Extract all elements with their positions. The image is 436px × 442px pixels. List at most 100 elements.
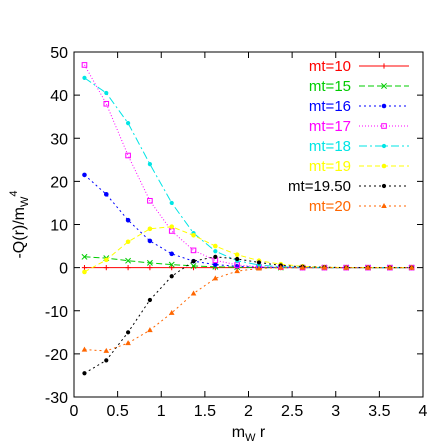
legend: mt=10 mt=15 mt=16 mt=17 mt=18 mt=19 mt=19.50 mt…	[288, 58, 409, 215]
legend-item: mt=16	[309, 98, 409, 115]
data-point	[190, 262, 197, 269]
data-point	[104, 358, 109, 363]
data-point	[190, 247, 197, 254]
data-point	[168, 261, 175, 268]
y-axis-label: -Q(r)/mW4	[8, 190, 31, 258]
data-point	[191, 259, 196, 264]
series-mt=16	[82, 172, 414, 270]
data-point	[147, 327, 153, 333]
data-point	[234, 252, 240, 257]
x-tick-label: 3	[331, 403, 340, 420]
x-axis-label: mW r	[232, 424, 266, 442]
data-point	[82, 371, 87, 376]
plot-marks	[81, 62, 415, 376]
legend-label: mt=20	[309, 198, 351, 215]
legend-label: mt=15	[309, 78, 351, 95]
data-point	[146, 259, 153, 266]
y-axis-label-subscript: W	[19, 196, 31, 207]
data-point	[103, 265, 109, 271]
series-mt=17	[81, 62, 415, 271]
x-tick-label: 4	[419, 403, 428, 420]
data-point	[103, 100, 110, 107]
data-point	[277, 264, 284, 270]
legend-label: mt=17	[309, 118, 351, 135]
data-point	[81, 265, 88, 271]
data-point	[169, 251, 175, 257]
y-tick-label: 20	[50, 174, 68, 191]
data-point	[381, 83, 387, 89]
x-tick-label: 3.5	[368, 403, 390, 420]
series-mt=20	[81, 264, 415, 353]
x-tick-label: 1.5	[194, 403, 216, 420]
plot-frame	[73, 51, 424, 398]
data-point	[234, 264, 240, 269]
data-point	[381, 143, 387, 149]
data-point	[169, 224, 175, 229]
y-tick-label: -10	[45, 304, 68, 321]
series-line	[84, 256, 412, 374]
y-tick-label: -30	[45, 390, 68, 407]
data-point	[190, 290, 197, 296]
data-point	[191, 232, 196, 238]
data-point-stroke	[168, 261, 175, 268]
data-point	[147, 265, 153, 271]
series-mt=19.50	[82, 254, 414, 376]
data-point	[81, 253, 88, 260]
legend-label: mt=19.50	[288, 178, 351, 195]
data-point	[169, 200, 174, 206]
legend-item: mt=15	[309, 78, 409, 95]
series-mt=18	[82, 75, 414, 270]
data-point	[82, 75, 87, 80]
data-point	[82, 269, 87, 275]
data-point	[256, 260, 262, 265]
data-point	[408, 264, 415, 270]
legend-label: mt=10	[309, 58, 351, 75]
data-point	[103, 347, 110, 353]
data-point	[147, 238, 153, 244]
x-tick-label: 0	[70, 403, 79, 420]
data-point	[147, 297, 153, 303]
data-point	[213, 254, 218, 259]
data-point	[125, 217, 131, 223]
legend-item: mt=20	[309, 198, 409, 215]
data-point	[169, 274, 174, 279]
data-point	[81, 62, 88, 68]
data-point	[147, 226, 153, 232]
x-tick-label: 1	[157, 403, 166, 420]
data-point	[82, 172, 87, 178]
data-point	[169, 265, 175, 271]
data-point	[381, 203, 387, 208]
data-point	[213, 243, 218, 249]
data-point	[235, 256, 240, 262]
data-point-stroke	[381, 83, 387, 89]
data-point	[103, 192, 109, 197]
data-point-stroke	[125, 257, 132, 264]
data-point-stroke	[146, 259, 153, 266]
data-point	[103, 257, 109, 263]
data-point	[213, 249, 218, 254]
axes: 0 0.5 1 1.5 2 2.5 3 3.5 4 -30 -20 -10 0 10 20 30 40 50	[45, 45, 428, 420]
y-axis-label-superscript: 4	[8, 190, 20, 196]
data-point	[387, 264, 393, 270]
data-point	[381, 103, 387, 109]
legend-label: mt=19	[309, 158, 351, 175]
data-point	[81, 346, 88, 352]
data-point	[381, 163, 387, 169]
data-point	[125, 257, 132, 264]
y-tick-label: -20	[45, 347, 68, 364]
series-line	[84, 174, 412, 269]
y-tick-label: 50	[50, 45, 68, 62]
legend-item: mt=10	[309, 58, 409, 75]
series-line	[84, 226, 412, 273]
x-tick-label: 2	[244, 403, 253, 420]
x-tick-label: 0.5	[107, 403, 129, 420]
data-point-stroke	[81, 253, 88, 260]
data-point	[147, 197, 153, 204]
data-point	[125, 121, 131, 126]
data-point	[168, 228, 175, 234]
x-axis-label-subscript: W	[245, 432, 256, 442]
data-point	[381, 63, 387, 69]
data-point	[321, 264, 328, 270]
data-point	[125, 330, 131, 335]
legend-item: mt=18	[309, 138, 409, 155]
